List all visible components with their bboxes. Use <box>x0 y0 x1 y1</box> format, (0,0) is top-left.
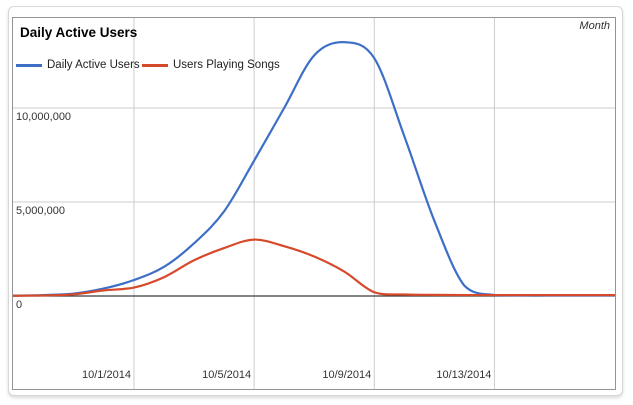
series-line-1[interactable] <box>13 238 615 297</box>
x-axis-unit-label: Month <box>579 20 610 32</box>
legend-label: Users Playing Songs <box>173 59 280 71</box>
legend: Daily Active Users Users Playing Songs <box>13 59 615 72</box>
legend-label: Daily Active Users <box>47 59 140 71</box>
x-axis-tick-label: 10/1/2014 <box>82 369 131 381</box>
x-axis-tick-label: 10/13/2014 <box>436 369 492 381</box>
legend-swatch-icon <box>142 63 168 67</box>
chart-title: Daily Active Users <box>20 25 138 40</box>
chart-frame: Daily Active Users Daily Active Users Use… <box>12 17 616 390</box>
x-axis-tick-label: 10/9/2014 <box>322 369 372 381</box>
x-axis-tick-label: 10/5/2014 <box>202 369 252 381</box>
chart-card: Daily Active Users Daily Active Users Use… <box>8 6 623 396</box>
plot-area[interactable] <box>13 18 615 389</box>
y-axis-tick-label: 0 <box>16 299 23 311</box>
legend-swatch-icon <box>16 63 42 67</box>
y-axis-tick-label: 10,000,000 <box>16 111 72 123</box>
y-axis-tick-label: 5,000,000 <box>16 205 65 217</box>
legend-item-1[interactable]: Users Playing Songs <box>142 59 280 71</box>
legend-item-0[interactable]: Daily Active Users <box>16 59 140 71</box>
